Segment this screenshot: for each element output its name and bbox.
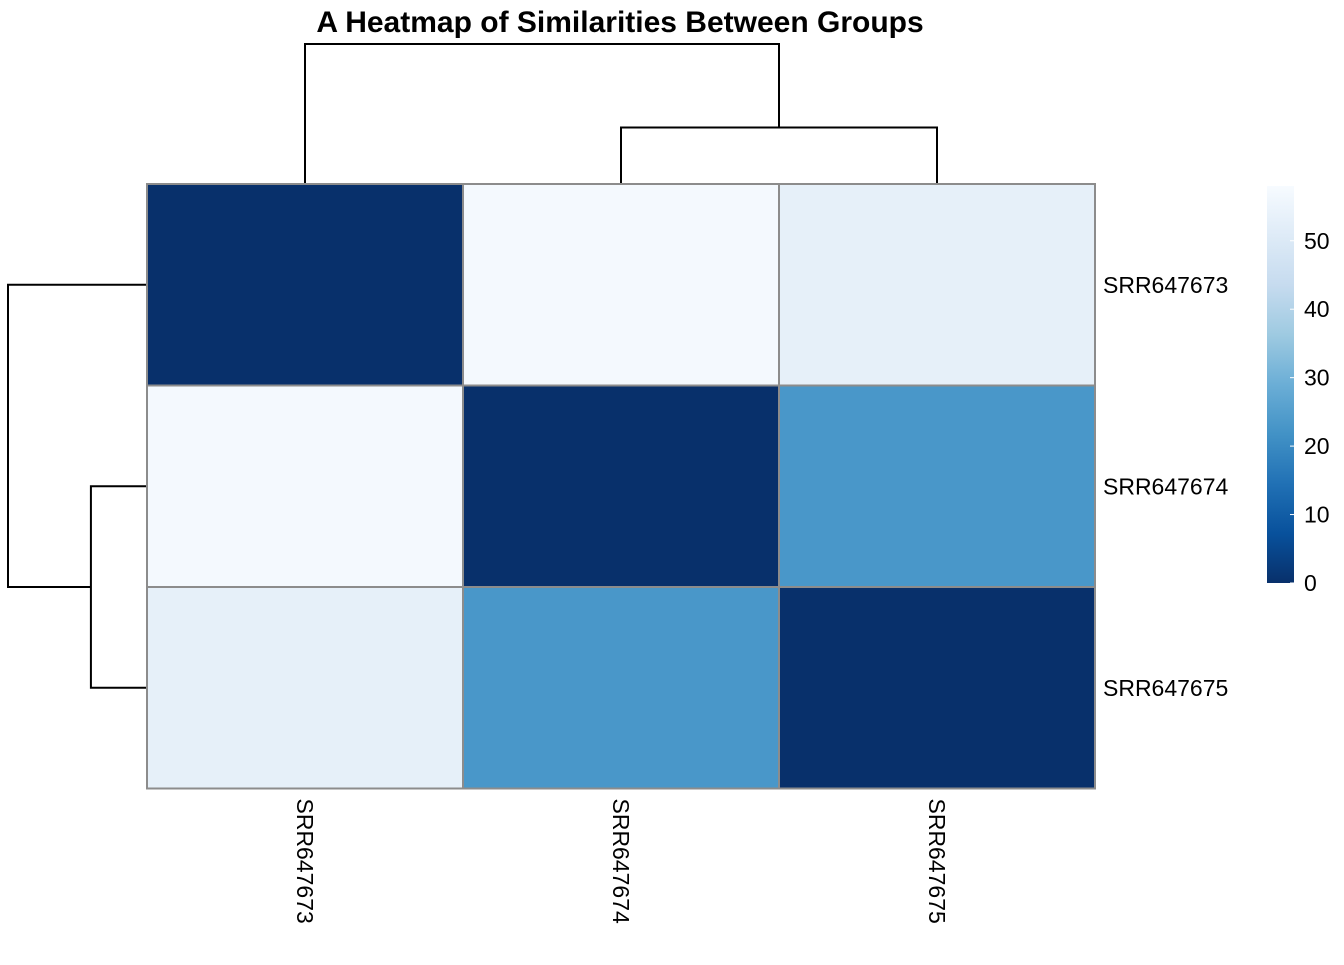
row-label: SRR647674 bbox=[1103, 473, 1229, 499]
row-dendrogram-branch bbox=[89, 485, 147, 689]
column-label: SRR647675 bbox=[924, 799, 950, 924]
legend-tick-label: 40 bbox=[1304, 296, 1330, 322]
heatmap-cell bbox=[778, 586, 1096, 790]
column-label: SRR647674 bbox=[608, 799, 634, 925]
column-label: SRR647673 bbox=[292, 799, 318, 924]
heatmap-cell bbox=[146, 183, 464, 387]
legend-tick-label: 30 bbox=[1304, 365, 1330, 391]
heatmap-cell bbox=[146, 384, 464, 588]
row-labels: SRR647673 SRR647674 SRR647675 bbox=[1103, 272, 1229, 701]
legend-tick-label: 10 bbox=[1304, 502, 1330, 528]
heatmap-cell bbox=[778, 183, 1096, 387]
row-dendrogram bbox=[7, 283, 147, 689]
column-dendrogram bbox=[304, 43, 938, 184]
column-labels: SRR647673 SRR647674 SRR647675 bbox=[292, 799, 950, 925]
column-dendrogram-branch bbox=[620, 126, 938, 184]
legend-tick-label: 50 bbox=[1304, 228, 1330, 254]
heatmap-cell bbox=[462, 586, 780, 790]
row-label: SRR647673 bbox=[1103, 272, 1228, 298]
heatmap-cell bbox=[462, 384, 780, 588]
heatmap-cell bbox=[462, 183, 780, 387]
legend-tick-label: 0 bbox=[1304, 570, 1317, 596]
row-dendrogram-branch bbox=[7, 283, 147, 588]
row-label: SRR647675 bbox=[1103, 675, 1228, 701]
heatmap-cell bbox=[146, 586, 464, 790]
heatmap-cell bbox=[778, 384, 1096, 588]
legend-color-bar bbox=[1267, 186, 1294, 583]
legend-tick-label: 20 bbox=[1304, 433, 1330, 459]
chart-title: A Heatmap of Similarities Between Groups bbox=[316, 6, 923, 39]
heatmap-cells bbox=[146, 183, 1096, 790]
color-legend: 0 10 20 30 40 50 bbox=[1267, 186, 1330, 596]
column-dendrogram-branch bbox=[304, 43, 780, 184]
